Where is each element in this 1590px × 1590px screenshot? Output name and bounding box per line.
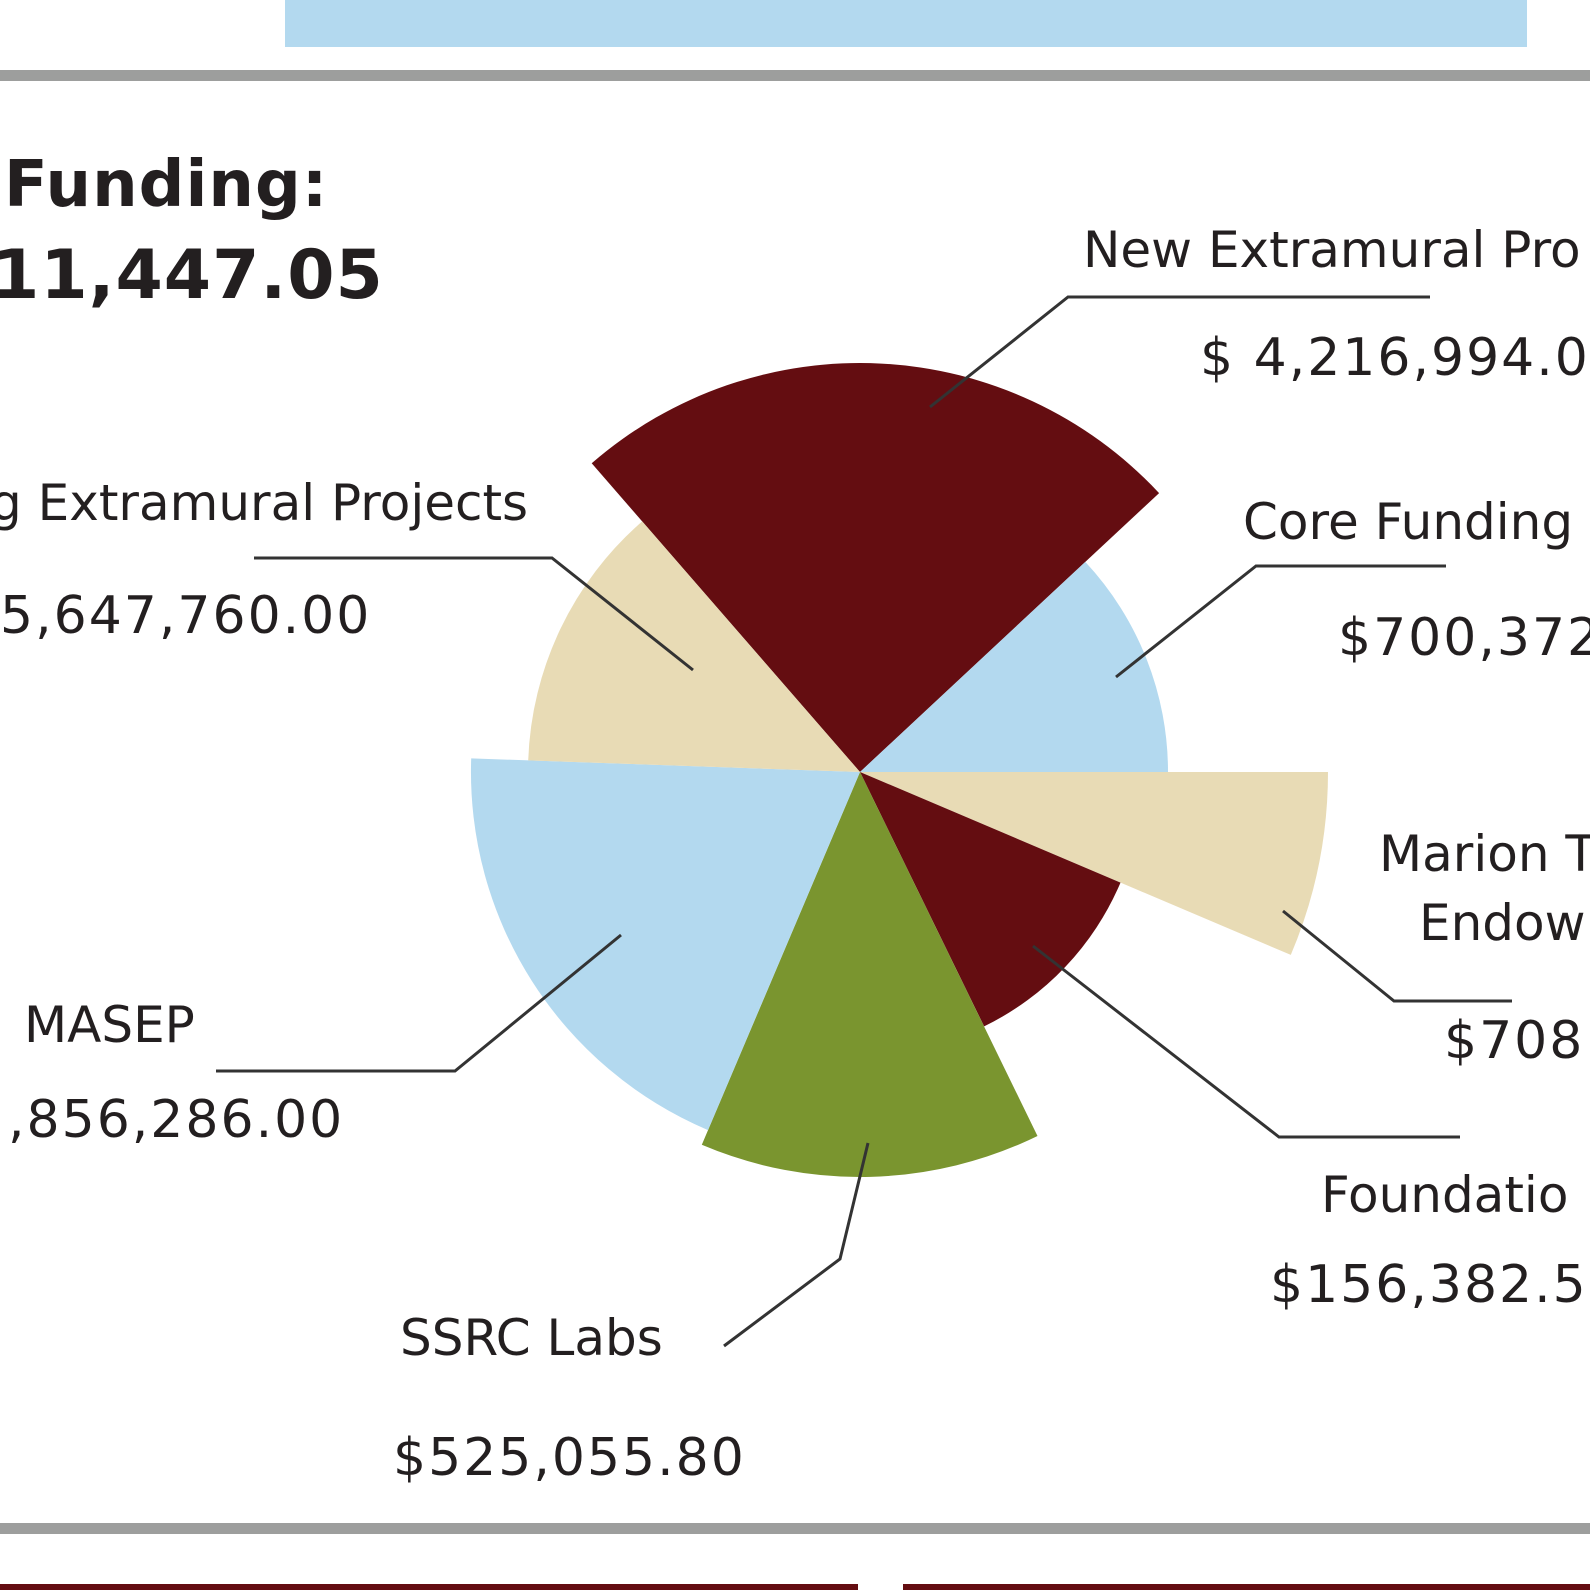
slice-label-foundation: Foundatio bbox=[1321, 1166, 1569, 1224]
slice-value-masep: ,856,286.00 bbox=[8, 1090, 345, 1150]
slice-label-ssrc-labs: SSRC Labs bbox=[400, 1309, 663, 1367]
chart-slice-4 bbox=[701, 772, 1038, 1177]
slice-value-ongoing-extramural: 5,647,760.00 bbox=[0, 586, 372, 646]
slice-value-core-funding: $700,372 bbox=[1338, 608, 1590, 668]
chart-slice-1 bbox=[860, 561, 1168, 772]
slice-label-ongoing-extramural: g Extramural Projects bbox=[0, 474, 529, 532]
chart-slice-5 bbox=[470, 758, 860, 1131]
slice-label-new-extramural: New Extramural Pro bbox=[1083, 221, 1581, 279]
header-banner bbox=[285, 0, 1527, 47]
leader-lines bbox=[216, 295, 1512, 1348]
slice-value-ssrc-labs: $525,055.80 bbox=[393, 1428, 746, 1488]
slice-value-marion: $708 bbox=[1444, 1011, 1585, 1071]
chart-slice-2 bbox=[860, 772, 1328, 955]
slice-label-core-funding: Core Funding bbox=[1243, 493, 1574, 551]
leader-line-5 bbox=[216, 933, 622, 1073]
leader-line-0 bbox=[929, 295, 1430, 409]
funding-total: 11,447.05 bbox=[0, 236, 384, 315]
slice-value-new-extramural: $ 4,216,994.0 bbox=[1200, 328, 1590, 388]
chart-slice-0 bbox=[591, 363, 1160, 772]
bottom-divider bbox=[0, 1523, 1590, 1534]
footer-bar-left bbox=[0, 1584, 858, 1590]
leader-line-1 bbox=[1115, 564, 1446, 679]
slice-value-foundation: $156,382.5 bbox=[1270, 1255, 1588, 1315]
funding-heading: Funding: bbox=[4, 148, 329, 222]
slice-label-masep: MASEP bbox=[24, 996, 195, 1054]
footer-bar-right bbox=[903, 1584, 1590, 1590]
top-divider bbox=[0, 70, 1590, 81]
slice-label-marion: Marion T bbox=[1379, 825, 1590, 883]
chart-slice-6 bbox=[528, 521, 860, 772]
slice-label-marion-line2: Endow bbox=[1419, 894, 1586, 952]
chart-slices bbox=[470, 363, 1328, 1177]
leader-line-3 bbox=[1032, 944, 1460, 1139]
leader-line-4 bbox=[723, 1142, 870, 1348]
leader-line-6 bbox=[254, 556, 694, 672]
leader-line-2 bbox=[1282, 909, 1512, 1003]
